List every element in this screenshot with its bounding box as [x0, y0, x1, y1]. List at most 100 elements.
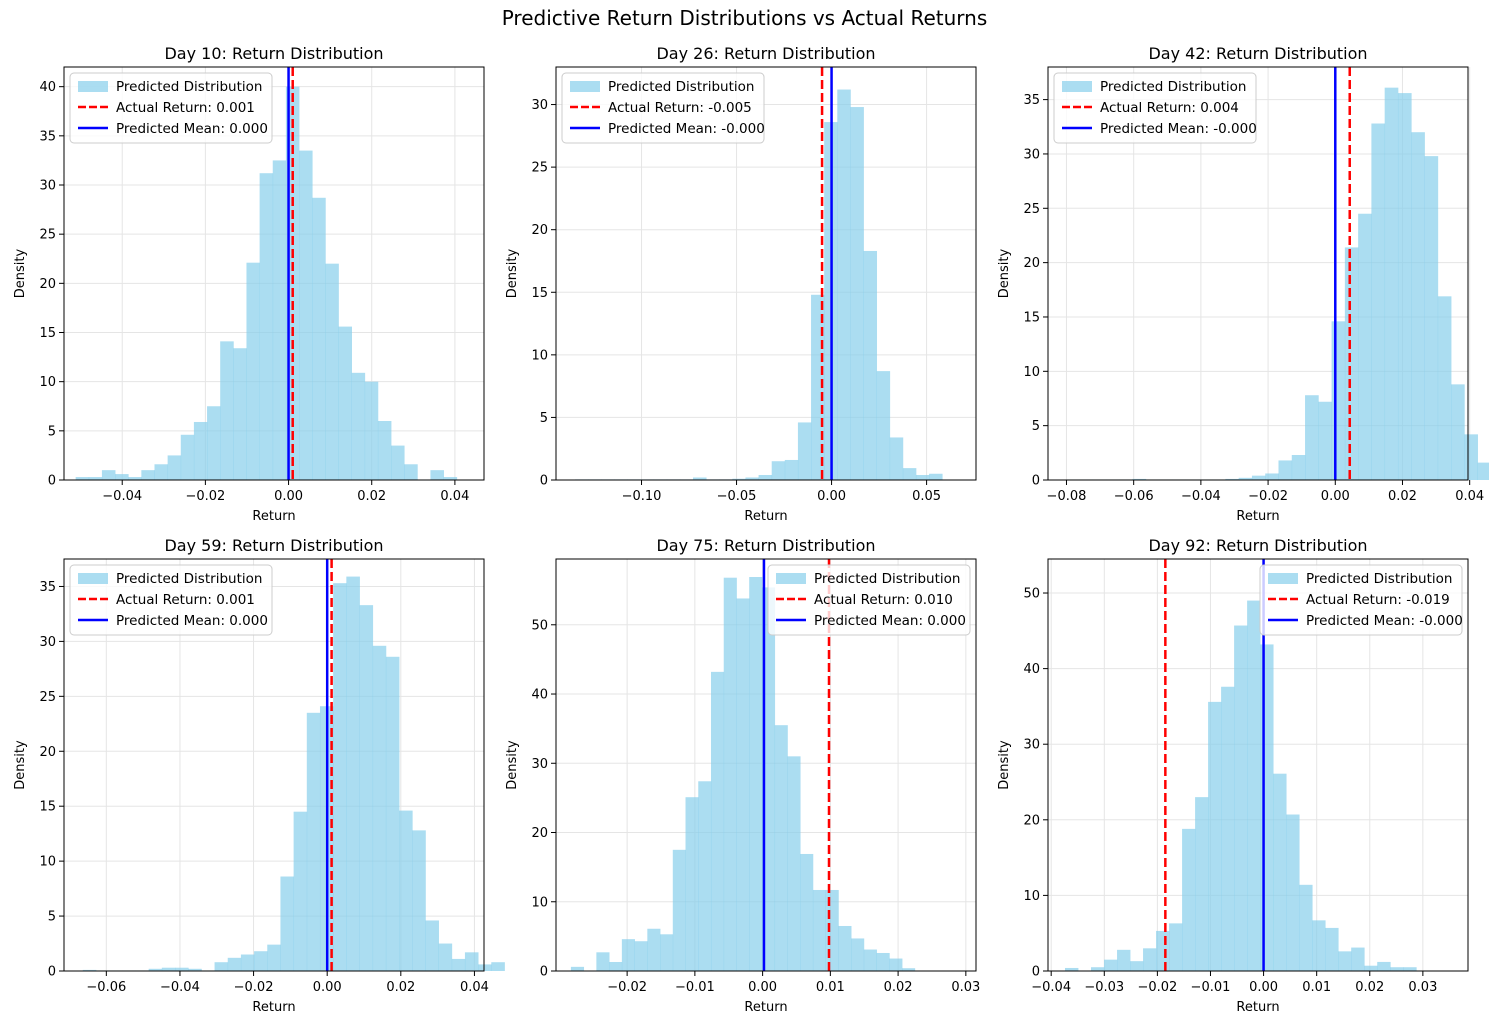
panel-title: Day 59: Return Distribution [164, 536, 383, 555]
legend-label: Actual Return: 0.010 [814, 592, 953, 608]
histogram-bar [784, 459, 799, 480]
x-axis-label: Return [744, 1000, 787, 1015]
histogram-bar [745, 477, 759, 480]
histogram-bar [876, 952, 890, 971]
histogram-bar [1312, 920, 1326, 971]
x-axis-label: Return [252, 509, 295, 524]
y-axis-label: Density [505, 248, 520, 298]
y-tick-label: 15 [39, 326, 56, 341]
x-tick-label: 0.00 [1321, 489, 1350, 504]
histogram-bar [88, 477, 103, 480]
x-tick-label: −0.05 [717, 489, 757, 504]
histogram-bar [634, 941, 648, 971]
histogram-bar [425, 920, 439, 971]
histogram-bar [1411, 132, 1425, 481]
histogram-bar [825, 889, 839, 971]
panel-title: Day 75: Return Distribution [656, 536, 875, 555]
histogram-bar [188, 968, 202, 971]
legend-box [69, 564, 273, 636]
histogram-bar [227, 957, 242, 971]
histogram-bar [800, 853, 814, 971]
histogram-bar [161, 967, 176, 971]
histogram-bar [1238, 477, 1253, 480]
y-tick-label: 30 [531, 98, 548, 113]
legend-label: Predicted Distribution [1306, 571, 1452, 587]
y-tick-label: 0 [1032, 474, 1040, 489]
histogram-bar [876, 371, 891, 480]
histogram-bar [749, 577, 763, 971]
histogram-bar [1182, 828, 1196, 971]
histogram-bar [1143, 948, 1157, 971]
legend-swatch-histogram [570, 81, 600, 92]
histogram-bar [596, 952, 610, 971]
histogram-bar [254, 951, 268, 971]
histogram-bar [902, 968, 916, 971]
histogram-bar [1234, 625, 1248, 971]
legend-label: Predicted Mean: -0.000 [1100, 121, 1257, 137]
histogram-bar [1384, 87, 1399, 481]
y-tick-label: 0 [48, 474, 56, 489]
histogram-bar [351, 372, 366, 480]
y-tick-label: 15 [531, 286, 548, 301]
histogram-bar [148, 968, 163, 971]
histogram-bar [1364, 965, 1378, 971]
y-tick-label: 30 [1023, 738, 1040, 753]
histogram-bar [385, 656, 400, 971]
x-tick-label: 0.04 [460, 980, 489, 995]
chart-panel-2: −0.10 −0.05 0.00 0.05 0 5 10 15 20 25 30 Day 26: Re… [505, 44, 977, 524]
histogram-bar [1286, 814, 1300, 971]
panel-title: Day 10: Return Distribution [164, 44, 383, 63]
y-tick-label: 0 [1032, 965, 1040, 980]
histogram-bar [333, 583, 347, 971]
histogram-bar [399, 810, 413, 971]
histogram-bar [732, 478, 746, 480]
histogram-bar [736, 598, 750, 971]
x-tick-label: 0.02 [1388, 489, 1417, 504]
x-tick-label: 0.04 [1455, 489, 1484, 504]
histogram-bar [293, 811, 308, 971]
legend-swatch-histogram [1062, 81, 1092, 92]
x-tick-label: 0.00 [817, 489, 846, 504]
histogram-bar [1251, 475, 1266, 480]
legend-label: Predicted Distribution [116, 79, 262, 95]
x-tick-label: −0.04 [160, 980, 200, 995]
y-tick-label: 30 [1023, 147, 1040, 162]
histogram-bar [1403, 967, 1417, 971]
histogram-bar [1358, 213, 1372, 480]
histogram-bar [693, 477, 707, 480]
x-tick-label: 0.00 [748, 980, 777, 995]
axes-frame [1047, 66, 1469, 481]
histogram-bar [430, 470, 444, 480]
histogram-bar [325, 263, 339, 480]
chart-panel-4: −0.06 −0.04 −0.02 0.00 0.02 0.04 0 5 10 15 20 25 30 3… [13, 536, 505, 1015]
y-tick-label: 35 [39, 129, 56, 144]
y-tick-label: 50 [531, 618, 548, 633]
legend-label: Predicted Distribution [814, 571, 960, 587]
legend-label: Predicted Mean: 0.000 [814, 613, 966, 629]
legend-box [69, 72, 273, 144]
x-tick-label: −0.02 [1137, 980, 1177, 995]
x-tick-label: 0.00 [1249, 980, 1278, 995]
histogram-bar [647, 928, 661, 971]
chart-panel-1: −0.04 −0.02 0.00 0.02 0.04 0 5 10 15 20 25 30 35 40 Da… [13, 44, 485, 524]
legend-swatch-histogram [78, 573, 108, 584]
y-tick-label: 30 [531, 757, 548, 772]
histogram-bar [141, 470, 155, 480]
x-tick-label: −0.04 [1181, 489, 1221, 504]
x-axis-label: Return [1236, 509, 1279, 524]
x-tick-label: 0.02 [884, 980, 913, 995]
histogram-bar [863, 250, 878, 480]
y-tick-label: 15 [39, 800, 56, 815]
histogram-bar [1424, 156, 1439, 481]
histogram-bar [1371, 123, 1386, 480]
histogram-bar [1377, 961, 1391, 971]
legend-label: Predicted Distribution [608, 79, 754, 95]
histogram-bar [698, 781, 712, 971]
histogram-bar [1477, 462, 1489, 480]
y-axis-label: Density [997, 248, 1012, 298]
legend: Predicted Distribution Actual Return: 0.0… [1053, 72, 1257, 144]
histogram-bar [1225, 478, 1240, 480]
histogram-bar [115, 474, 129, 480]
legend: Predicted Distribution Actual Return: 0.0… [69, 564, 273, 636]
histogram-bar [850, 107, 864, 480]
